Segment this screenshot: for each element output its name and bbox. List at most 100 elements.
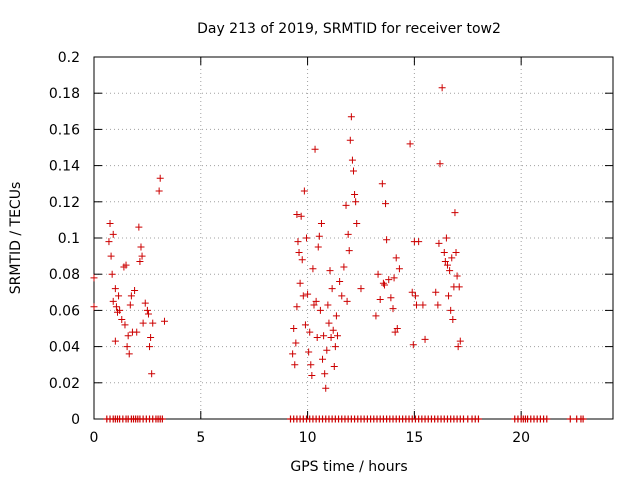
data-point xyxy=(452,248,460,256)
data-point xyxy=(303,234,311,242)
data-point xyxy=(320,332,328,340)
data-point xyxy=(109,230,117,238)
data-point xyxy=(378,180,386,188)
axis-ticks: 0 0.02 0.04 0.06 0.08 0.1 0.12 0.14 0.16 0.18 0.2 0… xyxy=(49,50,613,446)
data-point xyxy=(105,238,113,246)
data-point xyxy=(121,321,129,329)
data-point xyxy=(148,370,156,378)
data-point xyxy=(336,277,344,285)
data-point xyxy=(139,319,147,327)
data-point xyxy=(156,174,164,182)
data-point xyxy=(317,220,325,228)
data-point xyxy=(406,140,414,148)
data-point xyxy=(330,363,338,371)
data-point xyxy=(141,299,149,307)
data-point xyxy=(451,209,459,217)
data-point xyxy=(316,306,324,314)
data-point xyxy=(310,301,318,309)
data-point xyxy=(340,263,348,271)
data-point xyxy=(346,136,354,144)
data-point xyxy=(90,274,98,282)
data-point xyxy=(111,285,119,293)
data-point xyxy=(342,201,350,209)
data-point xyxy=(116,306,124,314)
data-point xyxy=(385,276,393,284)
data-point xyxy=(294,238,302,246)
data-point xyxy=(90,303,98,311)
data-point xyxy=(307,361,315,369)
data-point xyxy=(304,290,312,298)
y-tick-label: 0.18 xyxy=(49,86,80,102)
data-point xyxy=(413,301,421,309)
data-points xyxy=(90,84,464,392)
data-point xyxy=(315,232,323,240)
data-point xyxy=(308,372,316,380)
data-point xyxy=(351,191,359,199)
data-point xyxy=(155,187,163,195)
zero-data-point xyxy=(158,415,166,423)
data-point xyxy=(313,334,321,342)
data-point xyxy=(136,258,144,266)
data-point xyxy=(352,198,360,206)
data-point xyxy=(441,258,449,266)
data-point xyxy=(338,292,346,300)
data-point xyxy=(327,334,335,342)
data-point xyxy=(319,355,327,363)
zero-data-point xyxy=(474,415,482,423)
data-point xyxy=(122,261,130,269)
data-point xyxy=(138,252,146,260)
data-point xyxy=(456,337,464,345)
data-point xyxy=(111,337,119,345)
data-point xyxy=(419,301,427,309)
data-point xyxy=(387,294,395,302)
x-tick-label: 5 xyxy=(196,430,205,446)
data-point xyxy=(348,156,356,164)
zero-data-point xyxy=(566,415,574,423)
data-point xyxy=(143,306,151,314)
data-point xyxy=(421,335,429,343)
data-point xyxy=(107,252,115,260)
data-point xyxy=(326,267,334,275)
data-point xyxy=(160,317,168,325)
data-point xyxy=(389,305,397,313)
data-point xyxy=(357,285,365,293)
data-point xyxy=(344,230,352,238)
x-tick-label: 10 xyxy=(299,430,317,446)
data-point xyxy=(323,346,331,354)
data-point xyxy=(447,306,455,314)
data-point xyxy=(112,303,120,311)
data-point xyxy=(343,297,351,305)
x-tick-label: 0 xyxy=(90,430,99,446)
data-point xyxy=(292,339,300,347)
data-point xyxy=(291,361,299,369)
data-point xyxy=(297,212,305,220)
data-point xyxy=(454,343,462,351)
data-point xyxy=(312,297,320,305)
data-point xyxy=(350,167,357,175)
data-point xyxy=(115,292,123,300)
data-point xyxy=(293,210,301,218)
data-point xyxy=(379,279,387,287)
data-point xyxy=(329,326,337,334)
data-point xyxy=(411,292,419,300)
data-point xyxy=(295,248,303,256)
data-point xyxy=(448,254,456,262)
data-point xyxy=(324,301,332,309)
data-point xyxy=(393,325,401,332)
y-tick-label: 0.14 xyxy=(49,159,80,175)
data-point xyxy=(106,220,114,228)
data-point xyxy=(374,270,382,278)
x-tick-label: 15 xyxy=(405,430,423,446)
data-point xyxy=(382,200,390,208)
y-tick-label: 0 xyxy=(71,412,80,428)
data-point xyxy=(293,303,301,311)
data-point xyxy=(372,312,380,320)
y-tick-label: 0.04 xyxy=(49,340,80,356)
data-point xyxy=(147,334,155,342)
data-point xyxy=(123,343,131,351)
data-point xyxy=(395,265,403,273)
x-tick-label: 20 xyxy=(512,430,530,446)
data-point xyxy=(125,350,133,358)
data-point xyxy=(124,332,132,340)
